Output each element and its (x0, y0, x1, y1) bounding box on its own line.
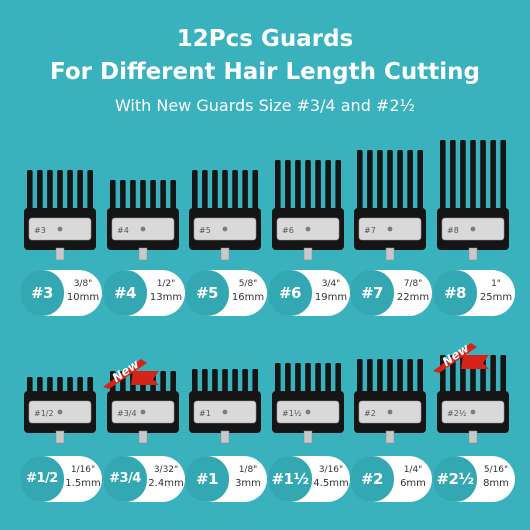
guard-comb-image: #1½ (272, 363, 344, 447)
guard-mm-length: 8mm (483, 478, 509, 489)
guard-number: #8 (433, 270, 477, 316)
guard-mm-length: 2.4mm (148, 478, 184, 489)
guard-number: #5 (185, 270, 229, 316)
svg-text:#6: #6 (282, 226, 294, 235)
guard-comb-image: #2½ (437, 355, 509, 447)
guard-inch-length: 1/16" (70, 465, 96, 475)
guard-comb-image: #7 (354, 150, 426, 264)
svg-text:#1/2: #1/2 (34, 409, 54, 418)
guard-size-pill: #8 1" 25mm (433, 270, 515, 316)
subtitle: With New Guards Size #3/4 and #2½ (114, 96, 416, 115)
guard-inch-length: 3/4" (321, 279, 341, 289)
svg-text:#3/4: #3/4 (117, 409, 137, 418)
svg-text:#2: #2 (364, 409, 376, 418)
new-ribbon-badge: New (433, 341, 491, 373)
guard-mm-length: 22mm (396, 292, 430, 303)
new-ribbon-badge: New (103, 357, 161, 389)
guard-number: #7 (350, 270, 394, 316)
svg-text:#3: #3 (34, 226, 46, 235)
guard-comb-image: #1/2 (24, 377, 96, 447)
guard-size-pill: #3 3/8" 10mm (20, 270, 102, 316)
guard-mm-length: 10mm (66, 292, 100, 303)
guard-number: #1 (185, 456, 229, 502)
svg-text:#1: #1 (199, 409, 211, 418)
guard-number: #2 (350, 456, 394, 502)
title-line-1: 12Pcs Guards (176, 26, 354, 52)
guard-comb-image: #6 (272, 160, 344, 264)
guard-mm-length: 16mm (231, 292, 265, 303)
guard-comb-image: #1 (189, 369, 261, 447)
guard-comb-image: #4 (107, 180, 179, 264)
svg-text:#8: #8 (447, 226, 459, 235)
guard-number: #4 (103, 270, 147, 316)
guard-size-pill: #1 1/8" 3mm (185, 456, 267, 502)
guard-size-pill: #1½ 3/16" 4.5mm (268, 456, 350, 502)
guard-size-pill: #1/2 1/16" 1.5mm (20, 456, 102, 502)
guard-size-pill: #5 5/8" 16mm (185, 270, 267, 316)
svg-text:#7: #7 (364, 226, 376, 235)
guard-number: #3 (20, 270, 64, 316)
guard-comb-image: #3 (24, 170, 96, 264)
guard-number: #1/2 (20, 456, 64, 502)
svg-text:#5: #5 (199, 226, 211, 235)
guard-mm-length: 1.5mm (65, 478, 101, 489)
guard-inch-length: 1/4" (403, 465, 423, 475)
guard-number: #6 (268, 270, 312, 316)
guard-inch-length: 5/8" (238, 279, 258, 289)
guard-inch-length: 5/16" (483, 465, 509, 475)
guard-inch-length: 1" (491, 279, 501, 289)
title-line-2: For Different Hair Length Cutting (50, 59, 480, 85)
guard-size-pill: #2½ 5/16" 8mm (433, 456, 515, 502)
guard-comb-image: #5 (189, 170, 261, 264)
guard-size-pill: #4 1/2" 13mm (103, 270, 185, 316)
guard-mm-length: 6mm (400, 478, 426, 489)
guard-number: #2½ (433, 456, 477, 502)
guard-mm-length: 25mm (479, 292, 513, 303)
guard-size-pill: #7 7/8" 22mm (350, 270, 432, 316)
guard-inch-length: 1/2" (156, 279, 176, 289)
guard-comb-image: #8 (437, 140, 509, 264)
guard-number: #1½ (268, 456, 312, 502)
guard-inch-length: 1/8" (238, 465, 258, 475)
svg-text:#4: #4 (117, 226, 129, 235)
svg-text:#2½: #2½ (447, 409, 467, 418)
guard-inch-length: 3/8" (73, 279, 93, 289)
svg-text:#1½: #1½ (282, 409, 302, 418)
guard-size-pill: #2 1/4" 6mm (350, 456, 432, 502)
guard-size-pill: #6 3/4" 19mm (268, 270, 350, 316)
guard-inch-length: 7/8" (403, 279, 423, 289)
guard-size-pill: #3/4 3/32" 2.4mm (103, 456, 185, 502)
guard-comb-image: #2 (354, 359, 426, 447)
guard-inch-length: 3/32" (153, 465, 179, 475)
guard-mm-length: 13mm (149, 292, 183, 303)
guard-comb-image: #3/4 (107, 371, 179, 447)
guard-mm-length: 4.5mm (313, 478, 349, 489)
guard-inch-length: 3/16" (318, 465, 344, 475)
guard-mm-length: 19mm (314, 292, 348, 303)
guard-number: #3/4 (103, 456, 147, 502)
guard-mm-length: 3mm (235, 478, 261, 489)
